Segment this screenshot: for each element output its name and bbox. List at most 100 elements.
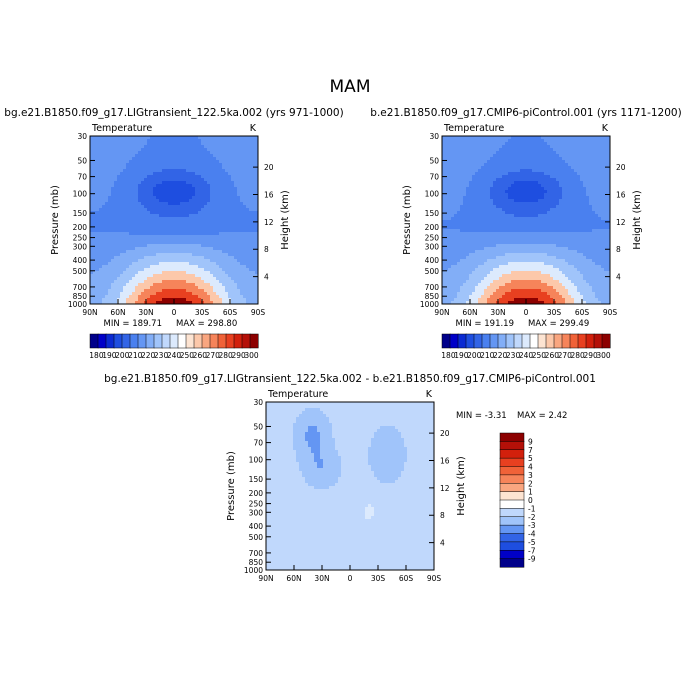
contour-cell xyxy=(117,256,121,260)
contour-cell xyxy=(201,226,205,230)
contour-cell xyxy=(129,196,133,200)
contour-cell xyxy=(120,232,124,236)
contour-cell xyxy=(183,154,187,158)
contour-cell xyxy=(102,259,106,263)
contour-cell xyxy=(508,220,512,224)
contour-cell xyxy=(171,229,175,233)
contour-cell xyxy=(589,139,593,143)
contour-cell xyxy=(168,163,172,167)
contour-cell xyxy=(90,154,94,158)
contour-cell xyxy=(183,196,187,200)
contour-cell xyxy=(252,172,256,176)
contour-cell xyxy=(505,154,509,158)
contour-cell xyxy=(586,223,590,227)
contour-cell xyxy=(493,187,497,191)
contour-cell xyxy=(177,190,181,194)
contour-cell xyxy=(255,274,259,278)
contour-cell xyxy=(514,160,518,164)
contour-cell xyxy=(150,139,154,143)
contour-cell xyxy=(502,193,506,197)
contour-cell xyxy=(156,253,160,257)
contour-cell xyxy=(442,214,446,218)
contour-cell xyxy=(222,229,226,233)
contour-cell xyxy=(216,205,220,209)
contour-cell xyxy=(607,184,611,188)
contour-cell xyxy=(607,157,611,161)
contour-cell xyxy=(228,151,232,155)
contour-cell xyxy=(577,193,581,197)
contour-cell xyxy=(487,136,491,140)
contour-cell xyxy=(180,178,184,182)
contour-cell xyxy=(90,265,94,269)
contour-cell xyxy=(195,160,199,164)
contour-cell xyxy=(126,226,130,230)
contour-cell xyxy=(544,193,548,197)
contour-cell xyxy=(252,154,256,158)
contour-cell xyxy=(90,172,94,176)
contour-cell xyxy=(201,268,205,272)
contour-cell xyxy=(96,193,100,197)
contour-cell xyxy=(156,226,160,230)
contour-cell xyxy=(144,160,148,164)
contour-cell xyxy=(204,157,208,161)
contour-cell xyxy=(126,136,130,140)
contour-cell xyxy=(108,283,112,287)
contour-cell xyxy=(466,160,470,164)
contour-cell xyxy=(529,211,533,215)
contour-cell xyxy=(105,166,109,170)
contour-cell xyxy=(204,271,208,275)
contour-cell xyxy=(240,220,244,224)
contour-cell xyxy=(541,202,545,206)
contour-cell xyxy=(460,136,464,140)
contour-cell xyxy=(99,274,103,278)
contour-cell xyxy=(592,211,596,215)
contour-cell xyxy=(111,298,115,302)
contour-cell xyxy=(183,148,187,152)
contour-cell xyxy=(195,286,199,290)
contour-cell xyxy=(583,139,587,143)
contour-cell xyxy=(171,136,175,140)
contour-cell xyxy=(132,259,136,263)
contour-cell xyxy=(568,136,572,140)
contour-cell xyxy=(114,229,118,233)
contour-cell xyxy=(547,157,551,161)
contour-cell xyxy=(499,223,503,227)
contour-cell xyxy=(213,193,217,197)
contour-cell xyxy=(129,175,133,179)
contour-cell xyxy=(535,139,539,143)
contour-cell xyxy=(532,142,536,146)
contour-cell xyxy=(132,178,136,182)
contour-cell xyxy=(243,166,247,170)
contour-cell xyxy=(114,280,118,284)
contour-cell xyxy=(165,178,169,182)
contour-cell xyxy=(129,163,133,167)
contour-cell xyxy=(523,151,527,155)
contour-cell xyxy=(90,181,94,185)
contour-cell xyxy=(213,226,217,230)
contour-cell xyxy=(514,154,518,158)
contour-cell xyxy=(174,175,178,179)
contour-cell xyxy=(249,211,253,215)
contour-cell xyxy=(484,151,488,155)
contour-cell xyxy=(93,277,97,281)
contour-cell xyxy=(451,160,455,164)
contour-cell xyxy=(454,181,458,185)
contour-cell xyxy=(231,265,235,269)
contour-cell xyxy=(126,247,130,251)
contour-cell xyxy=(147,289,151,293)
contour-cell xyxy=(255,244,259,248)
contour-cell xyxy=(195,268,199,272)
contour-cell xyxy=(508,205,512,209)
contour-cell xyxy=(201,271,205,275)
contour-cell xyxy=(147,208,151,212)
contour-cell xyxy=(463,157,467,161)
contour-cell xyxy=(550,145,554,149)
contour-cell xyxy=(117,244,121,248)
contour-cell xyxy=(120,187,124,191)
contour-cell xyxy=(189,172,193,176)
contour-cell xyxy=(222,145,226,149)
contour-cell xyxy=(234,286,238,290)
contour-cell xyxy=(153,190,157,194)
contour-cell xyxy=(589,157,593,161)
contour-cell xyxy=(544,211,548,215)
